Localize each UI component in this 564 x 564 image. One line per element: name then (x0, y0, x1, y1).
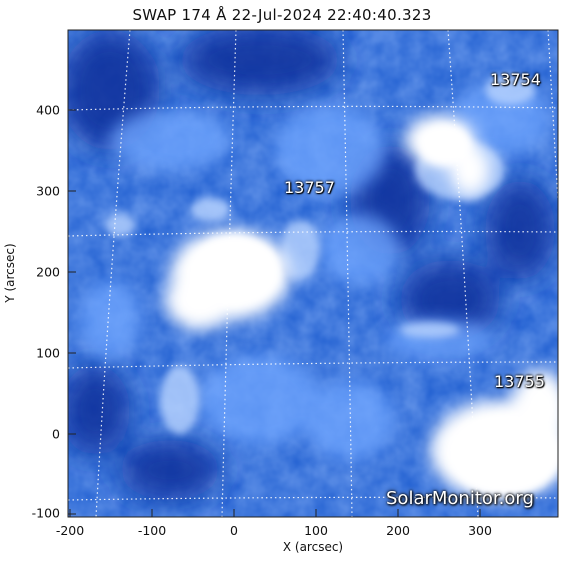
y-tick-label: 400 (36, 102, 60, 118)
x-tick-label: 0 (230, 523, 238, 538)
watermark: SolarMonitor.org (386, 488, 534, 509)
image-title: SWAP 174 Å 22-Jul-2024 22:40:40.323 (132, 6, 432, 24)
y-tick-label: 100 (36, 345, 60, 361)
y-axis-label: Y (arcsec) (3, 243, 17, 303)
y-tick-label: 300 (36, 183, 60, 199)
x-tick-label: -200 (55, 523, 85, 538)
x-axis-label: X (arcsec) (282, 540, 344, 554)
y-tick-label: -100 (31, 505, 60, 521)
region-label-13757: 13757 (284, 178, 335, 197)
x-tick-label: 200 (386, 523, 410, 538)
region-label-13754: 13754 (490, 70, 541, 89)
x-tick-label: 300 (468, 523, 492, 538)
y-tick-label: 0 (52, 426, 60, 442)
x-tick-label: -100 (137, 523, 167, 538)
y-tick-label: 200 (36, 264, 60, 280)
x-tick-label: 100 (304, 523, 328, 538)
region-label-13755: 13755 (494, 372, 545, 391)
